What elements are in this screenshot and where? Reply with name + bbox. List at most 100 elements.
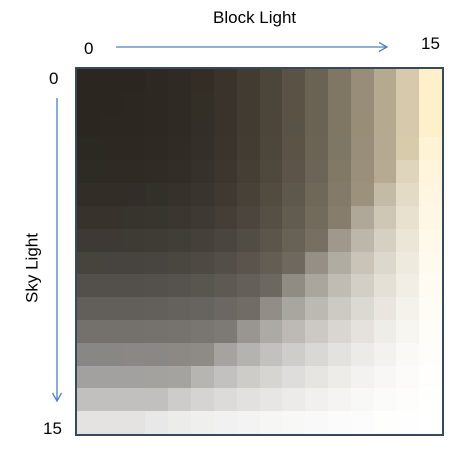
lightmap-cell	[236, 183, 260, 206]
lightmap-cell	[305, 365, 328, 389]
lightmap-cell	[77, 365, 100, 389]
lightmap-cell	[350, 114, 374, 138]
lightmap-cell	[99, 297, 123, 320]
lightmap-cell	[77, 274, 100, 298]
lightmap-cell	[191, 297, 214, 320]
lightmap-cell	[305, 160, 328, 184]
lightmap-cell	[145, 251, 169, 275]
lightmap-cell	[99, 319, 123, 343]
lightmap-cell	[145, 388, 169, 412]
lightmap-cell	[168, 137, 192, 161]
lightmap-cell	[168, 160, 192, 184]
lightmap-cell	[145, 342, 169, 366]
lightmap-cell	[282, 228, 306, 252]
lightmap-cell	[282, 388, 306, 412]
lightmap-cell	[213, 365, 237, 389]
lightmap-cell	[373, 69, 397, 92]
lightmap-cell	[419, 251, 442, 275]
lightmap-cell	[419, 69, 442, 92]
lightmap-cell	[305, 205, 328, 229]
lightmap-cell	[236, 69, 260, 92]
lightmap-cell	[419, 114, 442, 138]
lightmap-cell	[305, 137, 328, 161]
lightmap-cell	[396, 274, 420, 298]
lightmap-cell	[77, 69, 100, 92]
lightmap-cell	[419, 342, 442, 366]
lightmap-cell	[419, 137, 442, 161]
lightmap-cell	[213, 319, 237, 343]
lightmap-cell	[168, 342, 192, 366]
lightmap-cell	[191, 69, 214, 92]
lightmap-cell	[396, 114, 420, 138]
lightmap-cell	[99, 91, 123, 115]
lightmap-cell	[213, 160, 237, 184]
lightmap-cell	[282, 114, 306, 138]
lightmap-cell	[145, 228, 169, 252]
lightmap-cell	[396, 342, 420, 366]
lightmap-cell	[191, 274, 214, 298]
lightmap-cell	[145, 274, 169, 298]
lightmap-cell	[191, 319, 214, 343]
lightmap-cell	[305, 319, 328, 343]
lightmap-cell	[191, 251, 214, 275]
lightmap-cell	[350, 388, 374, 412]
lightmap-cell	[77, 160, 100, 184]
lightmap-cell	[327, 228, 351, 252]
lightmap-cell	[236, 228, 260, 252]
lightmap-cell	[305, 91, 328, 115]
lightmap-cell	[327, 274, 351, 298]
lightmap-cell	[282, 69, 306, 92]
lightmap-cell	[419, 228, 442, 252]
lightmap-cell	[327, 251, 351, 275]
lightmap-cell	[99, 183, 123, 206]
lightmap-cell	[236, 91, 260, 115]
lightmap-cell	[350, 228, 374, 252]
block-light-arrow	[116, 41, 389, 53]
lightmap-cell	[396, 183, 420, 206]
lightmap-cell	[77, 319, 100, 343]
lightmap-cell	[168, 297, 192, 320]
lightmap-cell	[168, 388, 192, 412]
lightmap-cell	[373, 91, 397, 115]
lightmap-cell	[168, 251, 192, 275]
lightmap-cell	[145, 183, 169, 206]
lightmap-cell	[419, 365, 442, 389]
lightmap-cell	[213, 183, 237, 206]
lightmap-cell	[168, 228, 192, 252]
lightmap-cell	[99, 411, 123, 434]
lightmap-cell	[259, 251, 283, 275]
lightmap-cell	[396, 69, 420, 92]
lightmap-cell	[373, 319, 397, 343]
lightmap-cell	[419, 297, 442, 320]
lightmap-cell	[191, 137, 214, 161]
lightmap-cell	[236, 274, 260, 298]
lightmap-cell	[213, 342, 237, 366]
lightmap-cell	[327, 69, 351, 92]
lightmap-cell	[191, 160, 214, 184]
lightmap-cell	[168, 274, 192, 298]
lightmap-cell	[396, 205, 420, 229]
lightmap-cell	[122, 274, 146, 298]
lightmap-cell	[259, 365, 283, 389]
lightmap-cell	[373, 365, 397, 389]
lightmap-cell	[350, 365, 374, 389]
lightmap-cell	[419, 183, 442, 206]
lightmap-cell	[213, 411, 237, 434]
lightmap-cell	[327, 183, 351, 206]
lightmap-cell	[282, 251, 306, 275]
lightmap-cell	[350, 342, 374, 366]
lightmap-cell	[305, 297, 328, 320]
lightmap-grid	[77, 69, 442, 434]
lightmap-cell	[373, 183, 397, 206]
lightmap-cell	[259, 205, 283, 229]
lightmap-cell	[419, 411, 442, 434]
lightmap-cell	[419, 205, 442, 229]
lightmap-cell	[77, 297, 100, 320]
lightmap-cell	[191, 388, 214, 412]
lightmap-cell	[282, 160, 306, 184]
lightmap-cell	[282, 205, 306, 229]
lightmap-cell	[191, 365, 214, 389]
lightmap-cell	[122, 365, 146, 389]
lightmap-cell	[396, 297, 420, 320]
block-light-min-label: 0	[84, 39, 94, 58]
